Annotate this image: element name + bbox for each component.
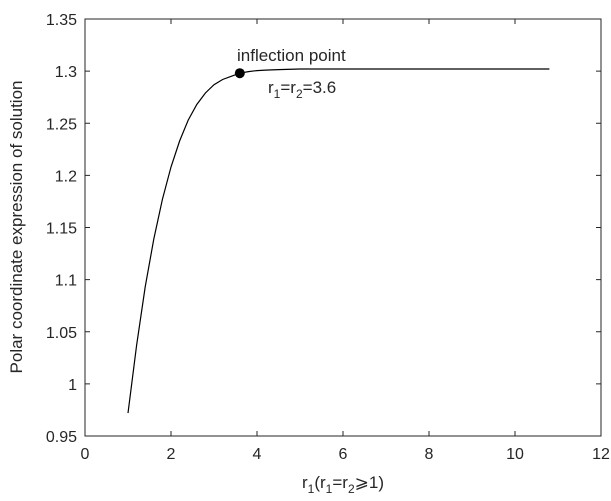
x-tick-label: 10 [506,446,524,463]
y-tick-label: 1.1 [55,273,77,290]
inflection-point-label: inflection point [237,46,346,65]
xlabel-sub2: 1 [326,482,333,496]
y-tick-label: 1.2 [55,168,77,185]
x-tick-label: 2 [167,446,176,463]
y-tick-label: 1.3 [55,64,77,81]
formula-value: =3.6 [303,78,337,97]
y-tick-label: 1.25 [46,116,77,133]
y-tick-label: 1.15 [46,221,77,238]
x-tick-label: 4 [253,446,262,463]
xlabel-base: r [302,473,308,492]
xlabel-sub1: 1 [308,482,315,496]
xlabel-open: (r [314,473,326,492]
inflection-point-formula: r1=r2=3.6 [268,78,336,101]
y-axis-label: Polar coordinate expression of solution [7,81,26,374]
x-tick-label: 0 [81,446,90,463]
formula-r1: r [268,78,274,97]
xlabel-sub3: 2 [348,482,355,496]
y-axis-ticks: 0.95 1 1.05 1.1 1.15 1.2 1.25 1.3 1.35 [46,12,601,446]
x-tick-label: 12 [592,446,610,463]
y-tick-label: 1.05 [46,325,77,342]
x-tick-label: 8 [425,446,434,463]
y-tick-label: 1.35 [46,12,77,29]
y-tick-label: 0.95 [46,429,77,446]
inflection-point-marker [234,68,245,79]
formula-sub2: 2 [296,87,303,101]
y-tick-label: 1 [68,377,77,394]
x-axis-ticks: 0 2 4 6 8 10 12 [81,19,610,463]
x-axis-label: r1(r1=r2⩾1) [302,473,384,496]
plot-area [85,19,601,436]
xlabel-close: ⩾1) [355,473,384,492]
x-tick-label: 6 [339,446,348,463]
formula-eq: =r [280,78,296,97]
xlabel-mid: =r [332,473,348,492]
formula-sub1: 1 [274,87,281,101]
